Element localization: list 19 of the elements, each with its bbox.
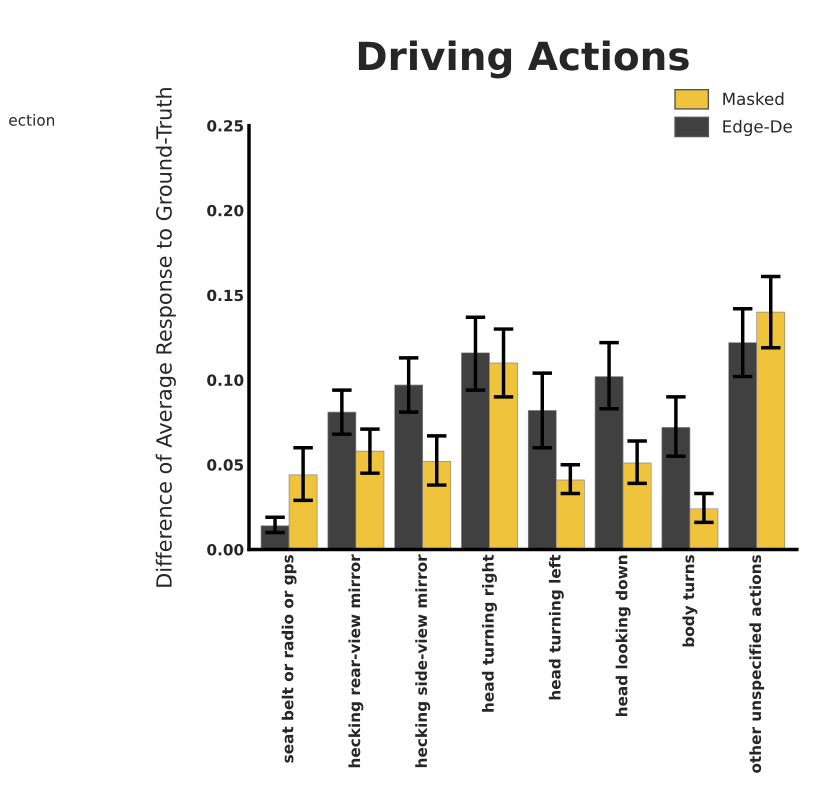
legend-label: Edge-De xyxy=(723,120,792,136)
y-tick-label: 0.25 xyxy=(207,120,244,132)
x-tick-label: body turns xyxy=(682,555,698,646)
x-tick-label: seat belt or radio or gps xyxy=(282,555,297,763)
y-tick-label: 0.00 xyxy=(207,544,244,556)
chart-title: Driving Actions xyxy=(358,40,689,78)
y-tick-label: 0.20 xyxy=(207,204,244,216)
x-tick-label: hecking rear-view mirror xyxy=(348,554,364,768)
text: ection xyxy=(9,114,54,126)
y-tick-label: 0.05 xyxy=(207,459,244,471)
y-tick-label: 0.10 xyxy=(207,374,244,386)
x-tick-label: head turning right xyxy=(482,554,497,712)
x-tick-label: head looking down xyxy=(616,556,631,716)
x-tick-label: head turning left xyxy=(548,554,564,700)
x-tick-label: other unspecified actions xyxy=(749,555,764,773)
y-tick-label: 0.15 xyxy=(207,290,244,302)
legend-label: Masked xyxy=(723,92,784,106)
y-axis-title: Difference of Average Response to Ground-Truth xyxy=(156,88,176,587)
x-tick-label: hecking side-view mirror xyxy=(415,554,430,768)
